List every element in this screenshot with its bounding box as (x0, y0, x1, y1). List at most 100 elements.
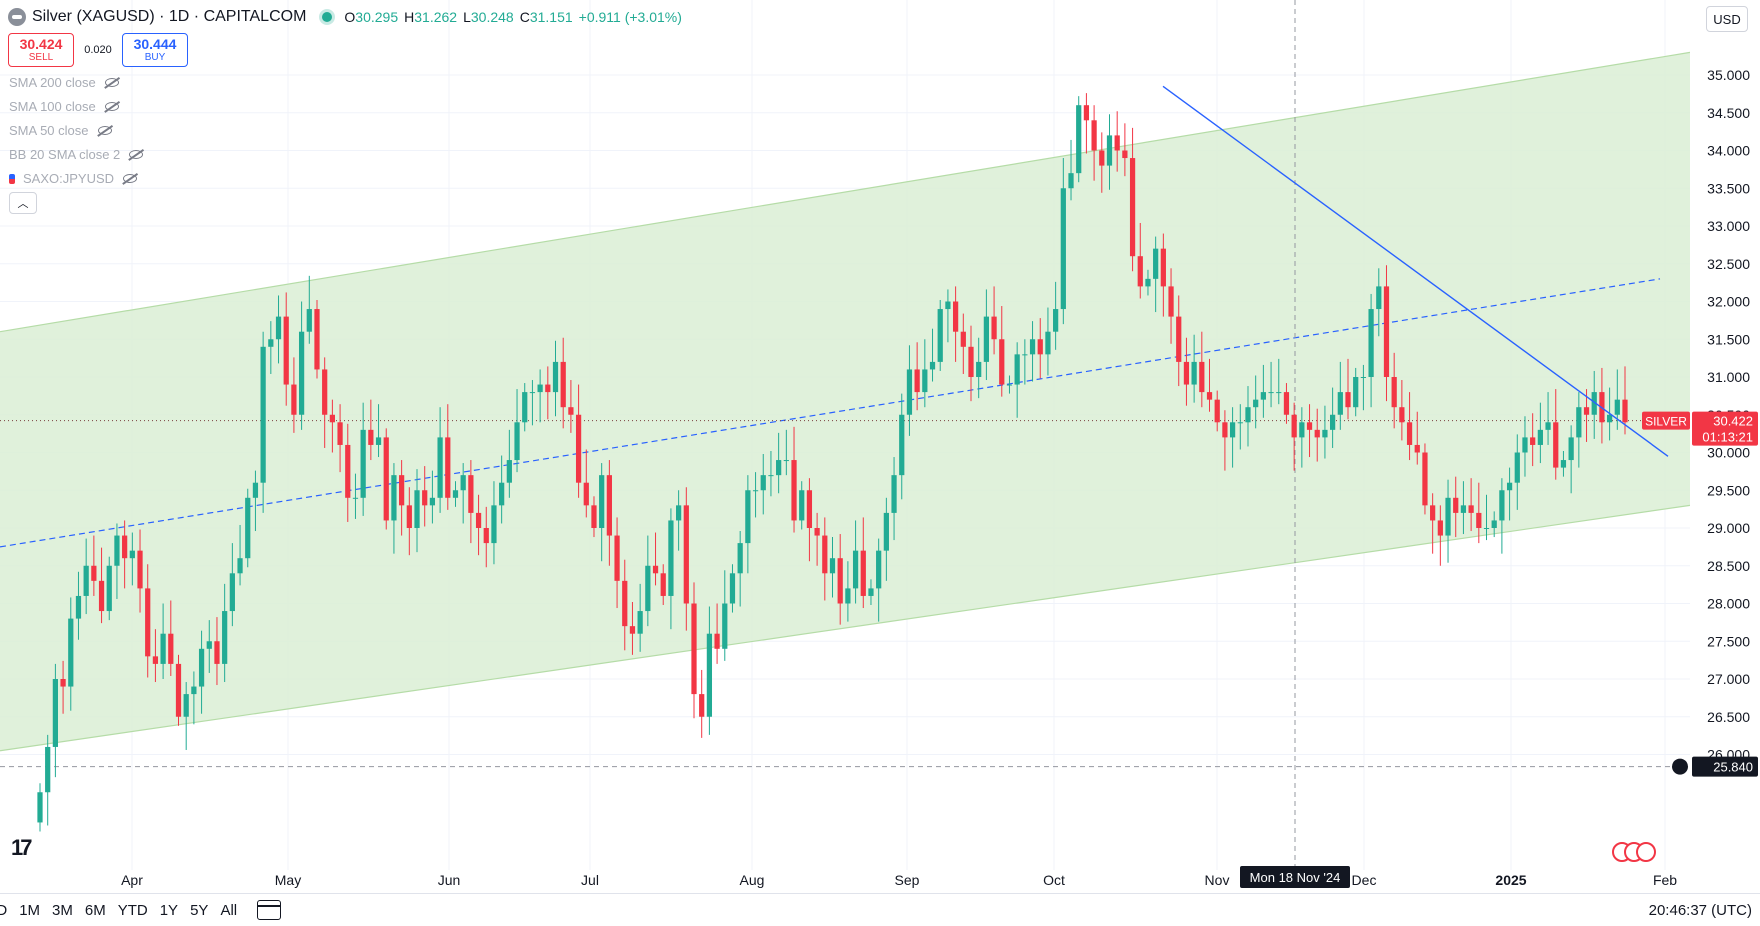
candle-body (160, 633, 166, 664)
crosshair-price-label: 25.840 (1713, 760, 1753, 775)
candle-body (214, 641, 220, 664)
candle-body (268, 339, 274, 347)
candle-body (1045, 331, 1051, 355)
candle-body (468, 475, 474, 513)
channel-midline (0, 278, 1661, 548)
candle-body (1168, 286, 1174, 317)
candle-body (368, 429, 374, 445)
indicator-jpyusd[interactable]: SAXO:JPYUSD (9, 171, 138, 186)
collapse-legend-button[interactable]: ︿ (9, 192, 37, 214)
candle-body (806, 490, 813, 528)
candle-body (529, 392, 536, 394)
candle-body (668, 520, 674, 596)
candle-body (1345, 392, 1351, 408)
crosshair-date-bg (1240, 866, 1350, 888)
hidden-eye-icon[interactable] (104, 77, 120, 88)
indicator-bb20[interactable]: BB 20 SMA close 2 (9, 147, 144, 162)
candle-body (360, 429, 366, 498)
hidden-eye-icon[interactable] (97, 125, 113, 136)
candle-body (1245, 407, 1251, 423)
candle-body (591, 505, 597, 528)
candle-body (429, 497, 436, 506)
candle-body (1199, 361, 1205, 393)
candle-body (275, 316, 282, 340)
candle-body (1499, 490, 1505, 521)
candle-body (1076, 105, 1082, 174)
range-1m[interactable]: 1M (19, 901, 41, 919)
candle-body (1006, 384, 1013, 386)
sell-button[interactable]: 30.424 SELL (8, 33, 74, 67)
tradingview-logo-icon[interactable]: 17 (11, 835, 33, 860)
currency-selector[interactable]: USD (1706, 6, 1748, 32)
candle-body (1437, 520, 1443, 536)
candle-body (183, 694, 189, 717)
indicator-sma50[interactable]: SMA 50 close (9, 123, 113, 138)
candle-body (599, 475, 605, 528)
candle-body (175, 663, 182, 717)
range-ytd[interactable]: YTD (117, 901, 148, 919)
candle-body (1614, 399, 1620, 415)
candle-body (522, 392, 528, 423)
candle-body (837, 558, 843, 604)
hidden-eye-icon[interactable] (122, 173, 138, 184)
candle-body (1506, 482, 1513, 491)
silver-logo-icon (8, 8, 26, 26)
candle-body (91, 565, 97, 581)
time-tick-label: May (275, 872, 301, 888)
candle-body (1014, 354, 1020, 385)
candle-body (1183, 361, 1190, 385)
hidden-eye-icon[interactable] (128, 149, 144, 160)
range-6m[interactable]: 6M (84, 901, 106, 919)
range-3m[interactable]: 3M (52, 901, 73, 919)
range-5y[interactable]: 5Y (190, 901, 209, 919)
candle-body (1222, 422, 1228, 438)
chart-header: Silver (XAGUSD) · 1D · CAPITALCOM O30.29… (0, 0, 682, 34)
candle-body (622, 580, 628, 627)
candle-body (1153, 248, 1159, 279)
price-chart[interactable]: 26.00026.50027.00027.50028.00028.50029.0… (0, 0, 1760, 893)
candle-body (399, 475, 405, 506)
indicator-sma200[interactable]: SMA 200 close (9, 75, 120, 90)
candle-body (1591, 392, 1597, 415)
candle-body (1537, 429, 1543, 445)
candle-body (437, 437, 443, 498)
ohlc-open: O30.295 (344, 9, 399, 25)
candle-body (306, 309, 312, 332)
hidden-eye-icon[interactable] (104, 101, 120, 112)
channel-lower-line (0, 504, 1691, 752)
candle-body (260, 346, 266, 483)
calendar-icon[interactable] (257, 900, 282, 920)
candle-body (1491, 520, 1497, 528)
candle-body (1114, 135, 1120, 151)
candle-body (868, 588, 874, 596)
candle-body (222, 611, 228, 664)
candle-body (322, 369, 328, 415)
candle-body (1176, 316, 1182, 362)
symbol-title[interactable]: Silver (XAGUSD) · 1D · CAPITALCOM (32, 8, 307, 25)
candle-body (1268, 392, 1274, 394)
range-all[interactable]: All (220, 901, 238, 919)
candle-body (1368, 309, 1374, 377)
candle-body (1091, 120, 1097, 151)
candle-body (714, 633, 720, 649)
candle-body (899, 414, 905, 476)
candle-body (314, 309, 320, 370)
candle-body (560, 361, 566, 408)
candles (37, 93, 1628, 832)
time-tick-label: Apr (121, 872, 143, 888)
candle-body (1414, 444, 1420, 453)
candle-body (614, 535, 620, 581)
candle-body (937, 309, 943, 362)
spread-value: 0.020 (84, 44, 112, 56)
candle-body (583, 482, 589, 506)
candle-body (422, 490, 428, 506)
candle-body (129, 550, 135, 559)
indicator-sma100[interactable]: SMA 100 close (9, 99, 120, 114)
range-5d[interactable]: 5D (0, 901, 8, 919)
candle-body (1214, 399, 1220, 423)
trade-panel: 30.424 SELL 0.020 30.444 BUY (8, 33, 188, 67)
price-tick-label: 28.500 (1707, 558, 1750, 574)
candle-body (1445, 497, 1451, 536)
buy-button[interactable]: 30.444 BUY (122, 33, 188, 67)
range-1y[interactable]: 1Y (159, 901, 179, 919)
